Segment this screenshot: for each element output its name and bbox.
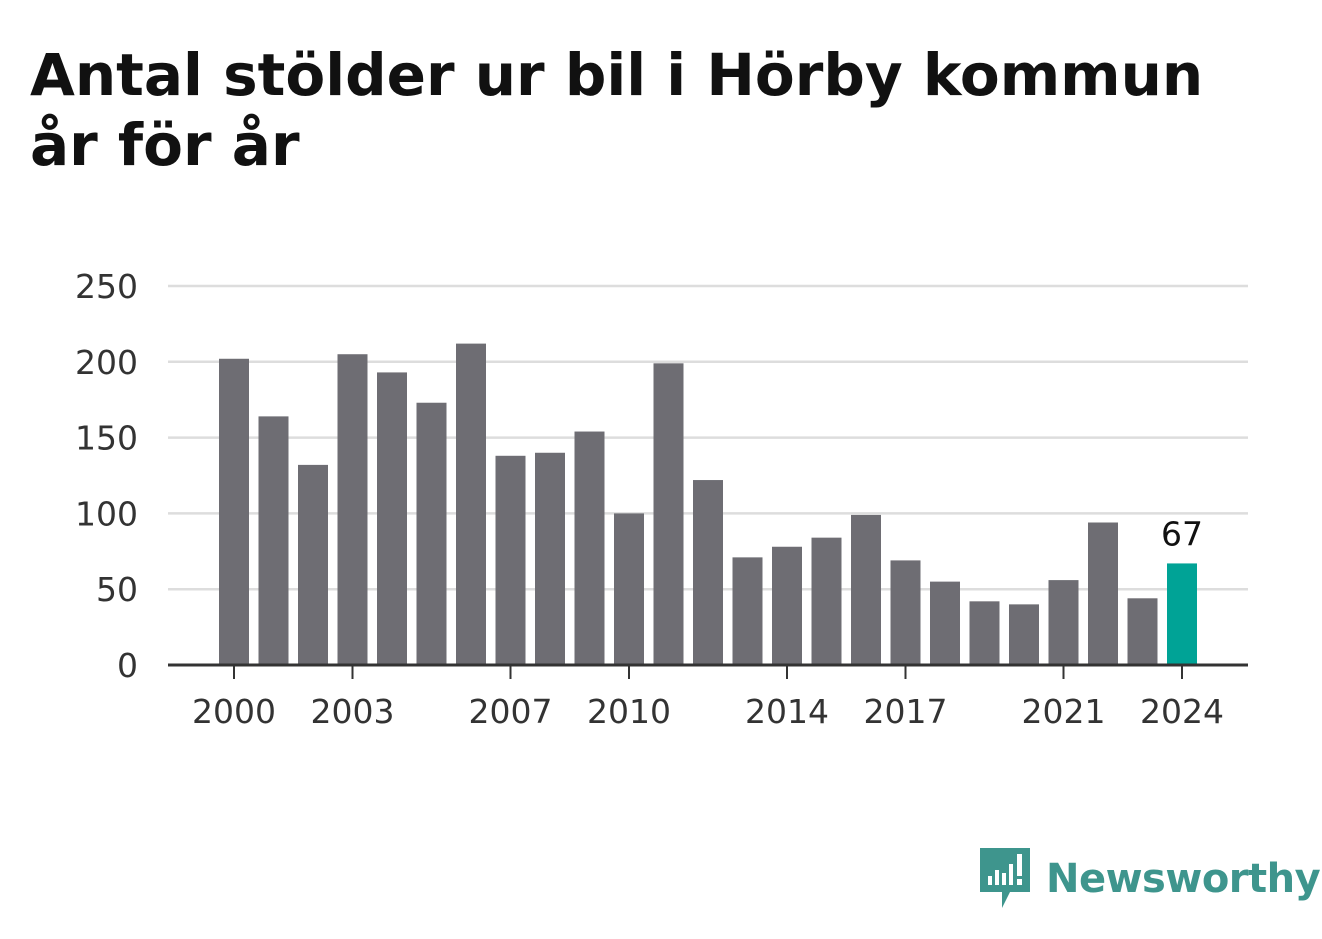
- y-tick-label: 0: [117, 646, 138, 685]
- bar-2002: [298, 464, 328, 665]
- y-tick-label: 200: [75, 343, 138, 382]
- bar-2011: [653, 363, 684, 665]
- x-tick-label: 2024: [1140, 692, 1224, 731]
- bar-2014: [772, 546, 802, 665]
- x-tick-label: 2014: [745, 692, 829, 731]
- bar-2015: [811, 537, 842, 665]
- x-tick-label: 2000: [192, 692, 276, 731]
- bar-2007: [495, 455, 526, 665]
- y-tick-label: 250: [75, 267, 138, 306]
- y-tick-label: 50: [96, 570, 138, 609]
- x-tick-label: 2017: [864, 692, 948, 731]
- bar-2017: [890, 560, 921, 665]
- bar-2001: [258, 416, 289, 665]
- newsworthy-logo: Newsworthy: [980, 848, 1321, 910]
- bars: [219, 343, 1197, 665]
- chart-title: Antal stölder ur bil i Hörby kommun år f…: [30, 41, 1204, 179]
- bar-2012: [693, 480, 723, 665]
- x-tick-label: 2010: [587, 692, 671, 731]
- bar-2000: [219, 358, 249, 665]
- data-label-2024: 67: [1161, 514, 1203, 553]
- x-axis-labels: 2000 2003 2007 2010 2014 2017 2021 2024: [192, 665, 1224, 731]
- bar-2024: [1167, 563, 1197, 665]
- bar-2004: [377, 372, 407, 665]
- bar-2010: [614, 513, 644, 665]
- brand-name: Newsworthy: [1046, 856, 1321, 902]
- x-tick-label: 2007: [469, 692, 553, 731]
- bar-2018: [930, 581, 960, 665]
- bar-2023: [1127, 598, 1158, 665]
- bar-2005: [416, 402, 447, 665]
- newsworthy-logo-icon: [980, 848, 1030, 908]
- data-labels: 67: [1161, 514, 1203, 553]
- bar-2016: [851, 514, 881, 665]
- bar-2013: [732, 557, 763, 665]
- bar-2022: [1088, 522, 1118, 665]
- y-tick-label: 150: [75, 419, 138, 458]
- bar-2009: [574, 431, 605, 665]
- bar-2003: [337, 354, 368, 665]
- bar-2020: [1009, 604, 1039, 665]
- bar-2006: [456, 343, 486, 665]
- x-tick-label: 2003: [311, 692, 395, 731]
- bar-2008: [535, 452, 565, 665]
- y-tick-label: 100: [75, 494, 138, 533]
- bar-2019: [969, 601, 1000, 665]
- bar-2021: [1048, 580, 1079, 665]
- x-tick-label: 2021: [1022, 692, 1106, 731]
- y-axis-labels: 0 50 100 150 200 250: [75, 267, 138, 685]
